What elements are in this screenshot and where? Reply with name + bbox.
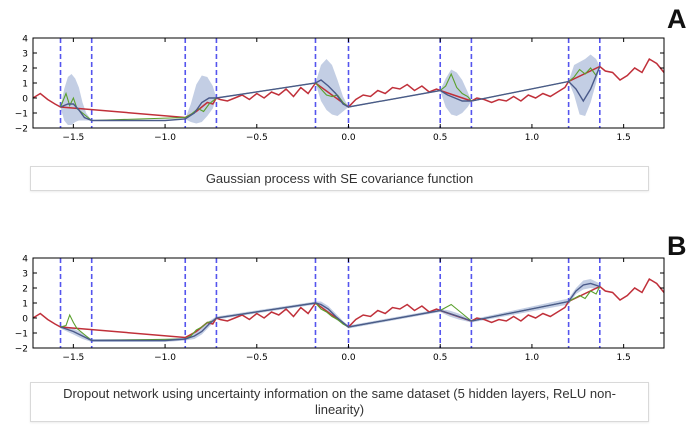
panel-b-y-tick-label: −2 [15,345,28,355]
panel-a-x-tick-label: 1.0 [525,133,540,143]
panel-a-x-tick-label: −0.5 [246,133,268,143]
panel-b-y-tick-label: 0 [22,315,28,325]
panel-a-y-tick-label: 1 [22,80,28,90]
gp-chart-panel-a: −2 −1 0 1 2 3 4 −1.5 −1.0 −0.5 0.0 0.5 1.0 1.5 [15,35,665,143]
panel-b-mean-series-line [60,282,601,342]
dropout-chart-panel-b: −2 −1 0 1 2 3 4 −1.5 −1.0 −0.5 0.0 0.5 1.0 1.5 [15,255,665,363]
panel-a-data-series-line [32,57,665,119]
panel-a-y-tick-label: −2 [15,125,28,135]
panel-a-uncertainty-band [185,75,217,124]
panel-a-y-tick-label: 3 [22,50,28,60]
panel-b-x-tick-label: −1.0 [154,353,176,363]
panel-a-y-tick-label: 4 [22,35,28,45]
panel-b-y-tick-label: 4 [22,255,28,265]
panel-a-y-tick-label: 2 [22,65,28,75]
panel-a-mean-series-line [60,66,601,122]
panel-a-uncertainty-band [60,74,92,125]
panel-b-x-tick-label: −1.5 [62,353,84,363]
panel-a-x-tick-label: 1.5 [616,133,630,143]
panel-a-sample-series-line [59,66,601,122]
panel-a-x-tick-label: 0.5 [433,133,447,143]
panel-a-x-tick-label: −1.5 [62,133,84,143]
panel-a-letter: A [667,4,687,34]
panel-a-x-tick-label: 0.0 [341,133,356,143]
panel-a-x-tick-label: −1.0 [154,133,176,143]
panel-b-x-tick-label: −0.5 [246,353,268,363]
panel-b-x-tick-label: 1.5 [616,353,630,363]
panel-b-y-tick-label: 2 [22,285,28,295]
panel-b-x-tick-label: 0.0 [341,353,356,363]
panel-b-y-tick-label: −1 [15,330,28,340]
panel-b-y-tick-label: 1 [22,300,28,310]
panel-b-y-tick-label: 3 [22,270,28,280]
panel-b-x-tick-label: 0.5 [433,353,447,363]
panel-b-letter: B [667,231,687,261]
panel-b-data-series-line [32,277,665,339]
panel-a-y-tick-label: 0 [22,95,28,105]
panel-a-caption: Gaussian process with SE covariance func… [30,166,649,191]
panel-b-x-tick-label: 1.0 [525,353,540,363]
panel-b-caption: Dropout network using uncertainty inform… [30,382,649,422]
panel-a-y-tick-label: −1 [15,110,28,120]
